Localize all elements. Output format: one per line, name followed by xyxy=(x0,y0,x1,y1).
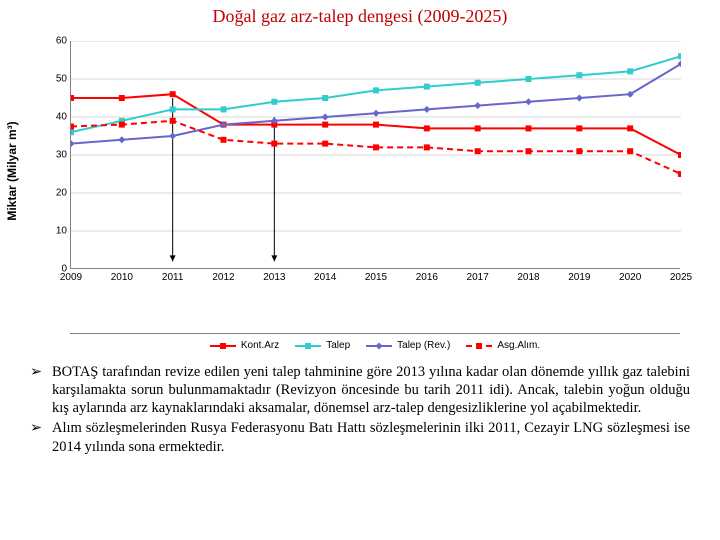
plot-area: 0102030405060200920102011201220132014201… xyxy=(70,41,680,269)
legend-item-talep_rev: Talep (Rev.) xyxy=(366,340,450,351)
x-tick: 2025 xyxy=(670,268,692,283)
bullet-item: Alım sözleşmelerinden Rusya Federasyonu … xyxy=(30,419,690,455)
legend-label: Asg.Alım. xyxy=(497,340,540,351)
x-tick: 2018 xyxy=(517,268,539,283)
y-tick: 40 xyxy=(56,112,71,123)
legend-item-kont_arz: Kont.Arz xyxy=(210,340,279,351)
legend-item-asg_alim: Asg.Alım. xyxy=(466,340,540,351)
legend-swatch xyxy=(210,341,236,351)
legend-item-talep: Talep xyxy=(295,340,350,351)
y-tick: 20 xyxy=(56,188,71,199)
chart-title: Doğal gaz arz-talep dengesi (2009-2025) xyxy=(0,0,720,27)
x-tick: 2017 xyxy=(467,268,489,283)
x-tick: 2014 xyxy=(314,268,336,283)
legend-label: Kont.Arz xyxy=(241,340,279,351)
y-tick: 10 xyxy=(56,226,71,237)
legend-label: Talep xyxy=(326,340,350,351)
legend-label: Talep (Rev.) xyxy=(397,340,450,351)
x-tick: 2009 xyxy=(60,268,82,283)
chart-container: Miktar (Milyar m³) 010203040506020092010… xyxy=(20,31,700,311)
x-tick: 2013 xyxy=(263,268,285,283)
y-tick: 60 xyxy=(56,36,71,47)
legend-swatch xyxy=(466,341,492,351)
x-tick: 2015 xyxy=(365,268,387,283)
legend: Kont.Arz Talep Talep (Rev.) Asg.Alım. xyxy=(70,333,680,351)
x-tick: 2016 xyxy=(416,268,438,283)
legend-swatch xyxy=(295,341,321,351)
legend-swatch xyxy=(366,341,392,351)
x-tick: 2011 xyxy=(162,268,184,283)
bullet-list: BOTAŞ tarafından revize edilen yeni tale… xyxy=(30,363,690,456)
y-tick: 50 xyxy=(56,74,71,85)
bullet-item: BOTAŞ tarafından revize edilen yeni tale… xyxy=(30,363,690,417)
x-tick: 2019 xyxy=(568,268,590,283)
y-axis-label: Miktar (Milyar m³) xyxy=(5,121,19,220)
x-tick: 2012 xyxy=(212,268,234,283)
y-tick: 30 xyxy=(56,150,71,161)
x-tick: 2020 xyxy=(619,268,641,283)
x-tick: 2010 xyxy=(111,268,133,283)
